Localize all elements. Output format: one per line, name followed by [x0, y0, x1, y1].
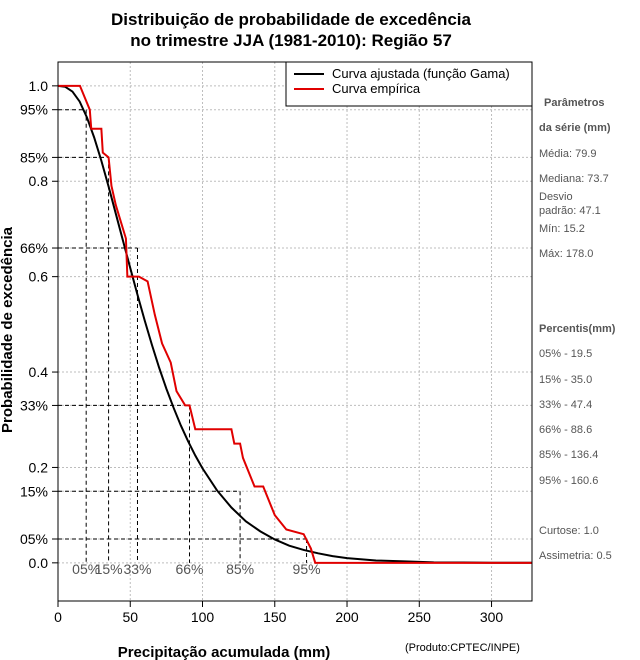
y-axis-title: Probabilidade de excedência [0, 226, 16, 433]
percentile-label: 95% [293, 561, 321, 577]
chart-title-line-2: no trimestre JJA (1981-2010): Região 57 [130, 31, 452, 50]
stat-assimetria: Assimetria: 0.5 [539, 550, 612, 562]
percentis-title: Percentis(mm) [539, 323, 616, 335]
y-tick-label: 0.2 [29, 459, 49, 475]
stat-mediana: Mediana: 73.7 [539, 173, 609, 185]
product-credit: (Produto:CPTEC/INPE) [405, 642, 520, 654]
params-title-1: Parâmetros [544, 97, 605, 109]
x-tick-label: 0 [54, 609, 62, 625]
legend-fitted-label: Curva ajustada (função Gama) [332, 66, 510, 81]
percentile-label: 33% [123, 561, 151, 577]
y-tick-label: 0.0 [29, 555, 49, 571]
y-tick-label: 0.4 [29, 364, 49, 380]
stat-desvio-2: padrão: 47.1 [539, 205, 601, 217]
y-tick-label: 05% [20, 531, 48, 547]
percentile-15: 15% - 35.0 [539, 374, 593, 386]
plot-frame [57, 61, 533, 602]
series-lines [57, 84, 533, 564]
stat-media: Média: 79.9 [539, 148, 597, 160]
x-tick-label: 50 [122, 609, 138, 625]
percentile-label: 05% [72, 561, 100, 577]
percentile-05: 05% - 19.5 [539, 348, 593, 360]
percentile-33: 33% - 47.4 [539, 399, 593, 411]
percentile-label: 85% [226, 561, 254, 577]
stat-desvio-1: Desvio [539, 191, 573, 203]
x-axis: 0 50 100 150 200 250 300 [54, 601, 503, 625]
y-tick-label: 95% [20, 102, 48, 118]
percentile-labels: 05%15% 33% 66% 85% 95% [72, 561, 320, 577]
x-axis-title: Precipitação acumulada (mm) [118, 644, 331, 660]
percentile-label: 66% [175, 561, 203, 577]
y-tick-label: 85% [20, 149, 48, 165]
legend: Curva ajustada (função Gama) Curva empír… [285, 61, 533, 107]
percentile-85: 85% - 136.4 [539, 449, 599, 461]
y-axis: 1.0 95% 85% 0.8 66% 0.6 0.4 33% 0.2 15% 05% 0.0 [20, 78, 58, 571]
percentile-95: 95% - 160.6 [539, 475, 599, 487]
percentile-66: 66% - 88.6 [539, 424, 593, 436]
y-tick-label: 1.0 [29, 78, 49, 94]
x-tick-label: 250 [408, 609, 432, 625]
y-tick-label: 0.8 [29, 173, 49, 189]
empirical-curve [58, 84, 532, 564]
percentile-label: 15% [95, 561, 123, 577]
chart-title-line-1: Distribuição de probabilidade de excedên… [111, 10, 471, 29]
y-tick-label: 15% [20, 483, 48, 499]
stat-curtose: Curtose: 1.0 [539, 525, 599, 537]
percentile-guides [58, 109, 308, 563]
stat-min: Mín: 15.2 [539, 223, 585, 235]
stat-max: Máx: 178.0 [539, 248, 594, 260]
x-tick-label: 150 [263, 609, 287, 625]
fitted-gamma-curve [57, 84, 533, 564]
legend-box [285, 61, 533, 107]
legend-empirical-label: Curva empírica [332, 81, 421, 96]
grid [57, 62, 532, 601]
y-tick-label: 0.6 [29, 269, 49, 285]
y-tick-label: 66% [20, 240, 48, 256]
x-tick-label: 300 [480, 609, 504, 625]
params-title-2: da série (mm) [539, 122, 611, 134]
x-tick-label: 200 [335, 609, 359, 625]
y-tick-label: 33% [20, 397, 48, 413]
x-tick-label: 100 [191, 609, 215, 625]
